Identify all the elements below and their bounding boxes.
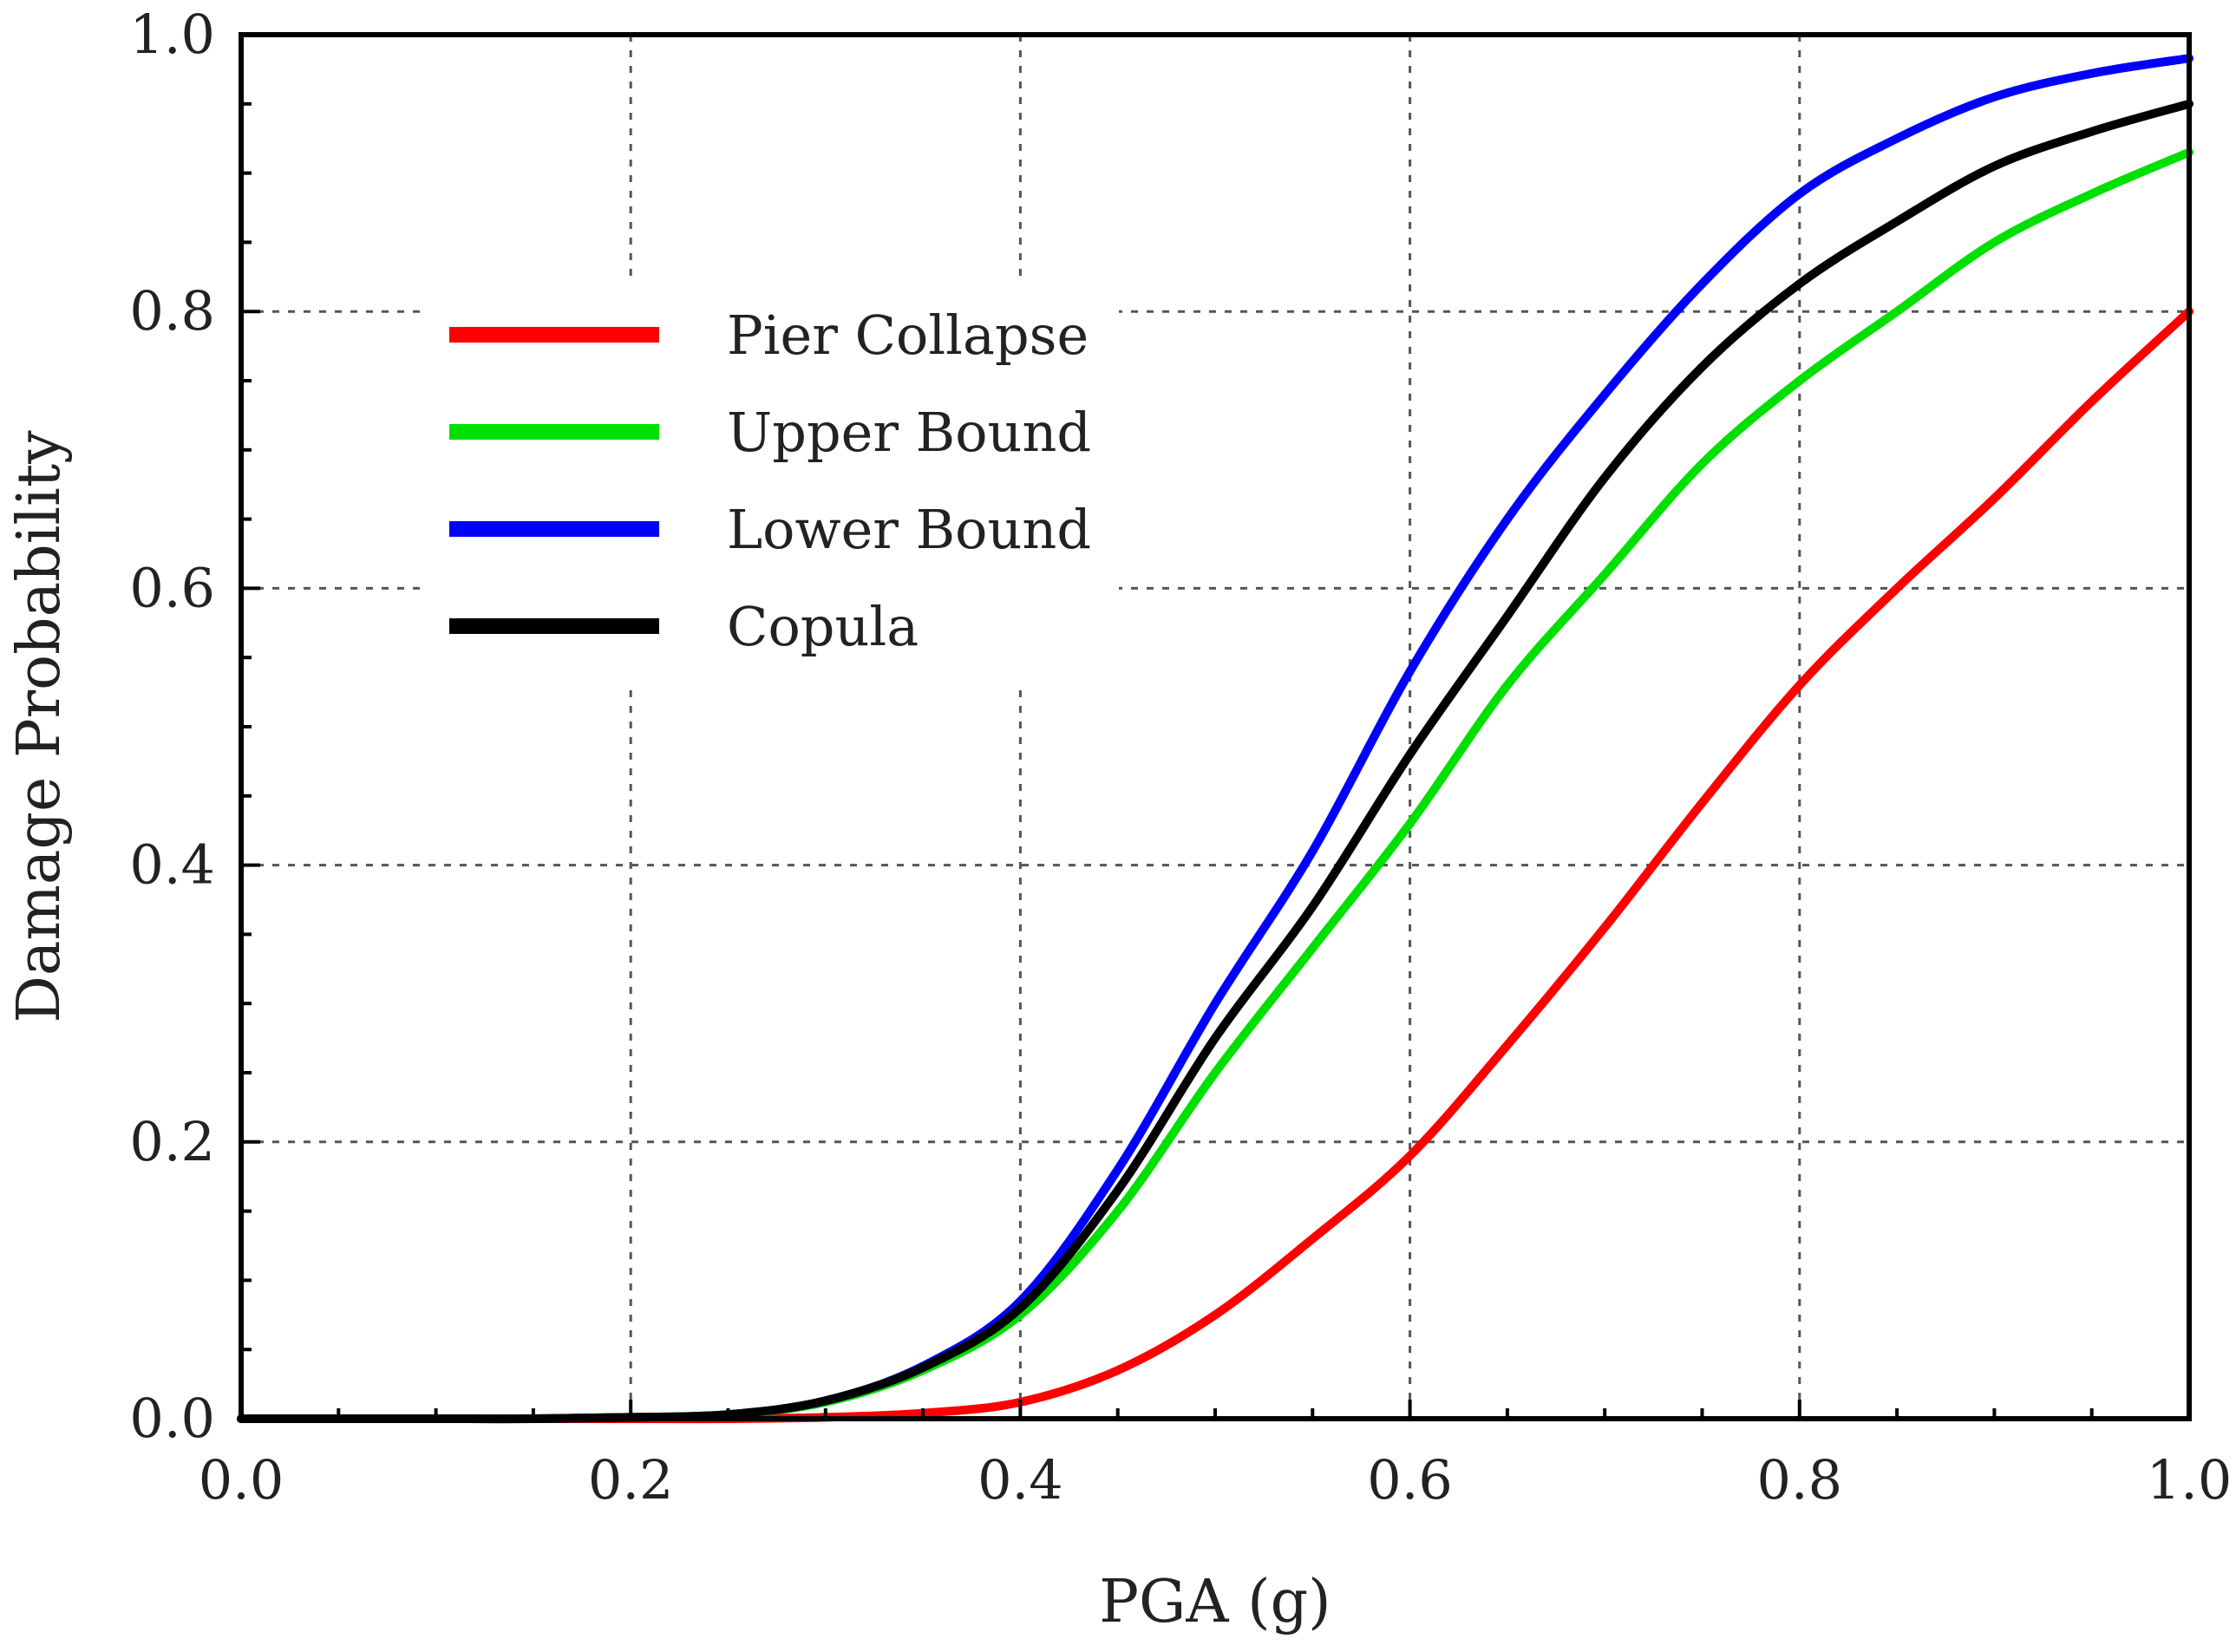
legend-label-pier-collapse: Pier Collapse (727, 304, 1089, 367)
y-tick-label: 0.6 (129, 556, 215, 619)
y-axis-title: Damage Probability (5, 430, 74, 1023)
x-tick-label: 0.6 (1367, 1448, 1453, 1512)
y-tick-label: 0.0 (129, 1387, 215, 1450)
series-line-lower-bound (237, 54, 2194, 1424)
axis-ticks (239, 33, 2191, 1420)
legend: Pier Collapse Upper Bound Lower Bound Copul… (425, 276, 1119, 690)
y-tick-label: 1.0 (129, 3, 215, 66)
series-lines (237, 54, 2194, 1424)
y-tick-labels: 0.0 0.2 0.4 0.6 0.8 1.0 (129, 3, 215, 1450)
plot-frame (239, 32, 2192, 1421)
x-tick-label: 0.2 (588, 1448, 674, 1512)
y-tick-label: 0.8 (129, 279, 215, 343)
x-tick-label: 0.8 (1756, 1448, 1842, 1512)
x-tick-label: 0.4 (977, 1448, 1063, 1512)
x-tick-label: 1.0 (2147, 1448, 2233, 1512)
y-tick-label: 0.2 (129, 1110, 215, 1173)
y-tick-label: 0.4 (129, 833, 215, 897)
grid (241, 35, 2189, 1419)
x-tick-labels: 0.0 0.2 0.4 0.6 0.8 1.0 (199, 1448, 2233, 1512)
legend-label-upper-bound: Upper Bound (727, 401, 1091, 464)
x-axis-title: PGA (g) (1099, 1568, 1330, 1636)
legend-label-lower-bound: Lower Bound (727, 498, 1091, 561)
x-tick-label: 0.0 (199, 1448, 284, 1512)
legend-label-copula: Copula (727, 595, 919, 658)
